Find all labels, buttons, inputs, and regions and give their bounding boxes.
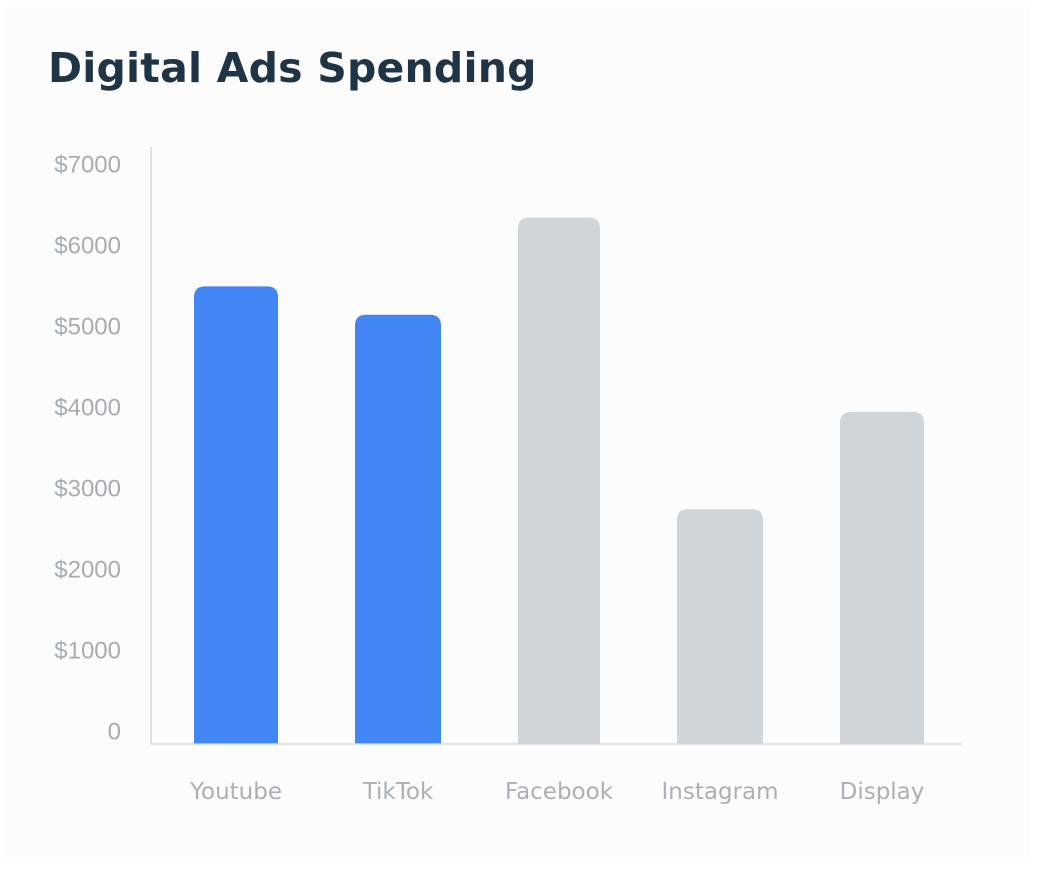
bar-display (840, 411, 924, 744)
chart-title: Digital Ads Spending (48, 44, 537, 92)
y-tick-label: 0 (108, 718, 121, 745)
y-tick-label: $1000 (54, 637, 121, 664)
y-tick-label: $2000 (54, 556, 121, 583)
x-tick-label: TikTok (362, 779, 434, 805)
bar-tiktok (355, 314, 441, 744)
bar-facebook (518, 217, 600, 744)
y-axis-ticks: 0 $1000 $2000 $3000 $4000 $5000 $6000 $7000 (54, 151, 121, 745)
x-tick-label: Facebook (505, 779, 614, 805)
bars (194, 217, 924, 744)
x-tick-label: Youtube (189, 779, 282, 805)
bar-instagram (677, 509, 763, 744)
y-tick-label: $4000 (54, 394, 121, 421)
bar-youtube (194, 286, 278, 744)
y-tick-label: $6000 (54, 232, 121, 259)
x-axis-labels: Youtube TikTok Facebook Instagram Display (189, 779, 924, 805)
x-tick-label: Instagram (661, 779, 778, 805)
x-tick-label: Display (840, 779, 925, 805)
y-tick-label: $5000 (54, 313, 121, 340)
y-tick-label: $7000 (54, 151, 121, 178)
y-tick-label: $3000 (54, 475, 121, 502)
